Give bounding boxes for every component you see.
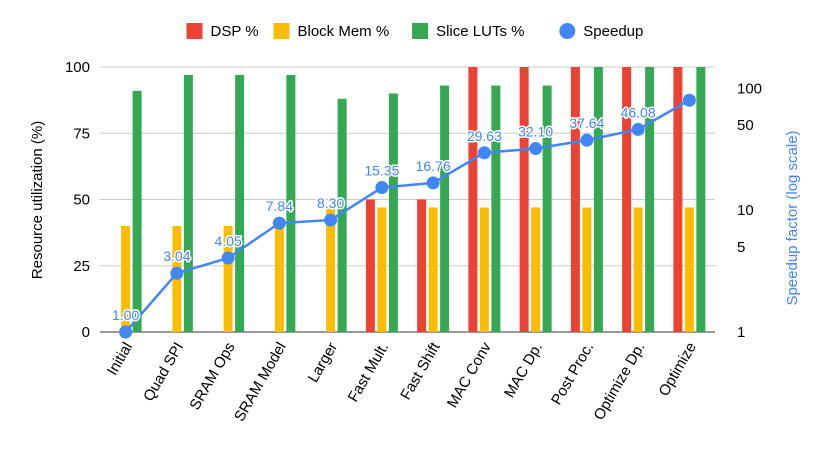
bars <box>121 67 706 332</box>
speedup-point-7 <box>477 146 491 160</box>
speedup-data-label: 46.08 <box>621 104 656 120</box>
bar-block-mem-3 <box>274 226 284 332</box>
y-tick-label: 0 <box>82 324 90 341</box>
speedup-data-label: 4.05 <box>215 233 242 249</box>
y2-axis-title: Speedup factor (log scale) <box>784 130 801 305</box>
axes: 0 25 50 75 100 1 5 10 50 100 Initial Quad SPI SRAM O… <box>65 59 762 425</box>
category-label: Larger <box>305 339 341 385</box>
legend-item-dsp[interactable]: DSP % <box>186 23 259 40</box>
speedup-line <box>124 99 690 333</box>
bar-slice-luts-3 <box>286 74 296 332</box>
legend: DSP % Block Mem % Slice LUTs % Speedup <box>186 23 643 40</box>
category-label: MAC Dp. <box>501 340 546 401</box>
bar-dsp-5 <box>365 199 375 332</box>
legend-swatch <box>412 23 429 39</box>
category-label: Optimize <box>656 340 700 400</box>
speedup-point-6 <box>426 176 440 190</box>
y2-tick-label: 10 <box>737 202 754 219</box>
category-label: Initial <box>104 340 136 379</box>
category-label: Fast Shift <box>397 339 444 403</box>
legend-marker <box>559 23 576 39</box>
legend-item-block-mem[interactable]: Block Mem % <box>273 23 390 40</box>
bar-slice-luts-10 <box>645 67 655 332</box>
legend-label: DSP % <box>211 23 259 40</box>
category-label: MAC Conv <box>444 339 495 411</box>
legend-label: Slice LUTs % <box>436 23 524 40</box>
legend-swatch <box>186 23 203 39</box>
bar-slice-luts-8 <box>542 85 552 332</box>
bar-dsp-7 <box>468 67 478 332</box>
speedup-point-3 <box>272 216 286 230</box>
bar-slice-luts-7 <box>491 85 501 332</box>
y2-tick-label: 100 <box>737 80 762 97</box>
speedup-data-label: 1.00 <box>112 307 139 323</box>
y2-tick-label: 50 <box>737 117 754 134</box>
bar-block-mem-5 <box>377 207 387 332</box>
legend-swatch <box>273 23 290 39</box>
bar-block-mem-7 <box>479 207 489 332</box>
speedup-point-10 <box>631 122 645 136</box>
speedup-data-label: 29.63 <box>467 128 502 144</box>
bar-block-mem-9 <box>582 207 592 332</box>
speedup-point-8 <box>529 142 543 156</box>
bar-block-mem-0 <box>121 226 131 332</box>
speedup-point-11 <box>682 93 696 107</box>
legend-item-speedup[interactable]: Speedup <box>559 23 643 40</box>
category-label: SRAM Model <box>231 340 290 425</box>
bar-block-mem-2 <box>223 226 233 332</box>
y-tick-label: 75 <box>73 125 90 142</box>
bar-slice-luts-1 <box>183 74 193 332</box>
speedup-point-0 <box>119 325 133 339</box>
category-label: Quad SPI <box>140 340 187 405</box>
bar-slice-luts-2 <box>235 74 245 332</box>
y-tick-label: 25 <box>73 258 90 275</box>
y2-tick-label: 5 <box>737 239 745 256</box>
speedup-line-layer <box>119 93 696 339</box>
bar-slice-luts-6 <box>440 85 450 332</box>
speedup-point-4 <box>324 213 338 227</box>
bar-block-mem-10 <box>633 207 643 332</box>
bar-dsp-6 <box>417 199 427 332</box>
bar-dsp-8 <box>519 67 529 332</box>
speedup-data-label: 8.30 <box>317 195 344 211</box>
speedup-data-label: 3.04 <box>163 248 190 264</box>
legend-item-slice-luts[interactable]: Slice LUTs % <box>412 23 524 40</box>
data-labels: 1.00 3.04 4.05 7.84 8.30 15.35 16.76 29.63 32.10… <box>111 103 658 325</box>
y-tick-label: 100 <box>65 59 90 76</box>
speedup-data-label: 37.64 <box>569 115 604 131</box>
speedup-point-9 <box>580 133 594 147</box>
bar-slice-luts-5 <box>388 93 398 332</box>
bar-block-mem-4 <box>326 207 336 332</box>
category-label: Fast Mult. <box>345 340 393 406</box>
bar-dsp-11 <box>673 67 683 332</box>
speedup-point-5 <box>375 181 389 195</box>
speedup-data-label: 32.10 <box>518 124 553 140</box>
y2-tick-label: 1 <box>737 324 745 341</box>
speedup-point-1 <box>170 266 184 280</box>
bar-slice-luts-9 <box>593 67 603 332</box>
bar-dsp-10 <box>622 67 632 332</box>
y-axis-title: Resource utilization (%) <box>29 121 46 279</box>
speedup-data-label: 15.35 <box>364 163 399 179</box>
bar-slice-luts-4 <box>337 98 347 332</box>
speedup-data-label: 16.76 <box>416 158 451 174</box>
category-label: Optimize Dp. <box>591 340 649 424</box>
speedup-point-2 <box>221 251 235 265</box>
speedup-data-label: 7.84 <box>266 198 293 214</box>
bar-block-mem-11 <box>684 207 694 332</box>
y-tick-label: 50 <box>73 192 90 209</box>
category-label: Post Proc. <box>548 340 597 408</box>
legend-label: Speedup <box>583 23 643 40</box>
bar-block-mem-8 <box>531 207 541 332</box>
bar-slice-luts-11 <box>696 67 706 332</box>
bar-dsp-9 <box>570 67 580 332</box>
bar-slice-luts-0 <box>132 90 142 332</box>
legend-label: Block Mem % <box>298 23 390 40</box>
bar-block-mem-6 <box>428 207 438 332</box>
category-label: SRAM Ops <box>186 340 238 413</box>
